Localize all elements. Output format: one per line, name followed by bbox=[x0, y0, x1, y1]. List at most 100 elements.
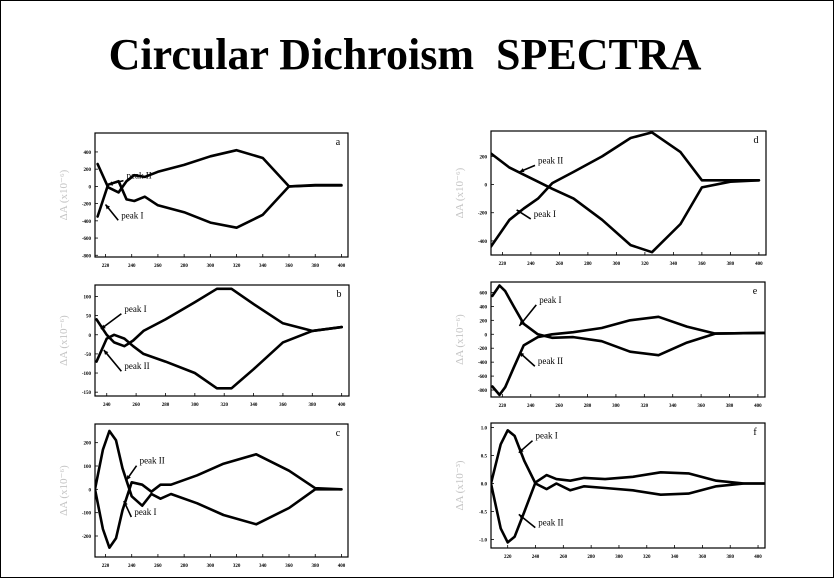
x-tick-label: 300 bbox=[612, 404, 620, 409]
x-tick-label: 220 bbox=[504, 555, 512, 560]
x-tick-label: 300 bbox=[615, 555, 623, 560]
x-tick-label: 360 bbox=[279, 403, 287, 408]
y-tick-label: 100 bbox=[84, 295, 92, 300]
y-tick-label: -400 bbox=[478, 240, 488, 245]
x-tick-label: 320 bbox=[233, 564, 241, 569]
y-tick-label: -1.0 bbox=[479, 539, 487, 544]
x-tick-label: 280 bbox=[584, 404, 592, 409]
annotation-label: peak I bbox=[539, 295, 561, 305]
series-line-1 bbox=[95, 429, 343, 526]
y-tick-label: 0 bbox=[89, 334, 92, 339]
y-axis-label: ΔA (x10⁻³) bbox=[454, 460, 466, 510]
y-tick-label: -600 bbox=[82, 237, 92, 242]
x-tick-label: 380 bbox=[311, 564, 319, 569]
x-tick-label: 400 bbox=[338, 564, 346, 569]
x-tick-label: 300 bbox=[191, 403, 199, 408]
arrow-head bbox=[519, 352, 525, 358]
arrow-head bbox=[100, 324, 106, 330]
series-line-1 bbox=[491, 428, 765, 497]
y-tick-label: -50 bbox=[84, 353, 91, 358]
chart-panel-e: 220 240 260 280 300 320 340 360 380 400 600 400 200 0… bbox=[454, 281, 766, 409]
x-tick-label: 280 bbox=[587, 555, 595, 560]
series-line-2 bbox=[491, 315, 765, 397]
annotation-label: peak I bbox=[121, 210, 143, 220]
arrow-head bbox=[108, 181, 114, 186]
x-tick-label: 400 bbox=[754, 404, 762, 409]
y-axis-label: ΔA (x10⁻⁶) bbox=[58, 465, 70, 516]
y-tick-label: 0.5 bbox=[481, 455, 488, 460]
panel-label: e bbox=[753, 286, 758, 297]
y-tick-label: -200 bbox=[478, 347, 488, 352]
y-axis-label: ΔA (x10⁻⁶) bbox=[58, 315, 70, 366]
x-tick-label: 340 bbox=[259, 264, 267, 269]
x-tick-label: 260 bbox=[132, 403, 140, 408]
annotation-label: peak I bbox=[534, 209, 556, 219]
annotation-label: peak II bbox=[140, 456, 165, 466]
x-tick-label: 220 bbox=[499, 404, 507, 409]
y-tick-label: 200 bbox=[84, 442, 92, 447]
x-tick-label: 260 bbox=[154, 564, 162, 569]
arrow-head bbox=[519, 168, 525, 173]
panel-label: b bbox=[337, 289, 342, 300]
x-tick-label: 360 bbox=[285, 564, 293, 569]
x-tick-label: 320 bbox=[641, 262, 649, 267]
y-axis-label: ΔA (x10⁻⁶) bbox=[454, 167, 466, 218]
x-tick-label: 260 bbox=[556, 262, 564, 267]
annotation-label: peak II bbox=[538, 155, 563, 165]
x-tick-label: 300 bbox=[207, 264, 215, 269]
x-tick-label: 360 bbox=[285, 264, 293, 269]
x-tick-label: 360 bbox=[699, 555, 707, 560]
series-line-2 bbox=[491, 131, 761, 248]
y-tick-label: -0.5 bbox=[479, 511, 487, 516]
y-tick-label: 100 bbox=[84, 465, 92, 470]
x-tick-label: 340 bbox=[670, 262, 678, 267]
annotation-arrow bbox=[103, 349, 122, 372]
y-tick-label: -600 bbox=[478, 375, 488, 380]
y-tick-label: 600 bbox=[480, 291, 488, 296]
x-tick-label: 260 bbox=[154, 264, 162, 269]
arrow-head bbox=[518, 514, 524, 519]
y-tick-label: -200 bbox=[478, 212, 488, 217]
y-tick-label: 0 bbox=[485, 184, 488, 189]
x-tick-label: 340 bbox=[669, 404, 677, 409]
x-tick-label: 340 bbox=[259, 564, 267, 569]
arrow-head bbox=[518, 448, 524, 453]
x-tick-label: 400 bbox=[755, 262, 763, 267]
annotation-label: peak I bbox=[124, 304, 146, 314]
chart-panel-b: 240 260 280 300 320 340 360 380 400 100 50 0 -50 -100… bbox=[58, 284, 350, 408]
y-tick-label: 0 bbox=[485, 333, 488, 338]
panel-label: d bbox=[754, 135, 759, 146]
arrow-head bbox=[105, 204, 111, 210]
series-line-1 bbox=[96, 179, 343, 229]
x-tick-label: 320 bbox=[641, 404, 649, 409]
y-tick-label: 50 bbox=[86, 315, 92, 320]
panel-label: a bbox=[336, 137, 341, 148]
x-tick-label: 360 bbox=[698, 262, 706, 267]
x-tick-label: 380 bbox=[727, 262, 735, 267]
plot-frame bbox=[490, 130, 767, 256]
x-tick-label: 380 bbox=[726, 404, 734, 409]
y-tick-label: -100 bbox=[82, 512, 92, 517]
x-tick-label: 240 bbox=[128, 564, 136, 569]
series-line-2 bbox=[96, 148, 343, 194]
x-tick-label: 280 bbox=[162, 403, 170, 408]
x-tick-label: 400 bbox=[754, 555, 762, 560]
series-line-2 bbox=[95, 287, 344, 348]
y-tick-label: 0.0 bbox=[481, 483, 488, 488]
chart-panel-a: 220 240 260 280 300 320 340 360 380 400 400 200 0 -20… bbox=[58, 132, 349, 269]
annotation-label: peak II bbox=[538, 356, 563, 366]
y-tick-label: -200 bbox=[82, 535, 92, 540]
x-tick-label: 240 bbox=[527, 404, 535, 409]
y-tick-label: -800 bbox=[478, 389, 488, 394]
chart-panel-f: 220 240 260 280 300 320 340 360 380 400 1.0 0.5 0.0 -… bbox=[454, 422, 766, 560]
x-tick-label: 320 bbox=[220, 403, 228, 408]
series-line-1 bbox=[491, 284, 765, 357]
plot-frame bbox=[94, 132, 349, 258]
x-tick-label: 320 bbox=[233, 264, 241, 269]
x-tick-label: 320 bbox=[643, 555, 651, 560]
y-tick-label: 200 bbox=[480, 155, 488, 160]
x-tick-label: 260 bbox=[555, 404, 563, 409]
y-tick-label: 1.0 bbox=[481, 426, 488, 431]
